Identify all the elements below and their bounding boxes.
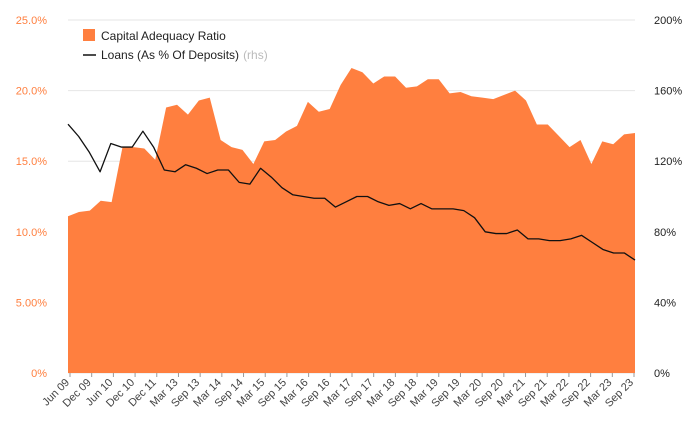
left-tick-label-0: 25.0%	[16, 15, 47, 27]
legend-label-loans-name: Loans (As % Of Deposits)	[101, 48, 239, 62]
loans-line-layer	[67, 123, 636, 261]
left-tick-label-4: 5.00%	[16, 297, 47, 309]
right-tick-label-4: 40%	[654, 297, 676, 309]
capital-adequacy-area	[68, 68, 635, 373]
left-tick-label-5: 0%	[31, 368, 47, 380]
legend-label-loans: Loans (As % Of Deposits) (rhs)	[101, 48, 268, 62]
legend-label-capital-adequacy: Capital Adequacy Ratio	[101, 29, 226, 43]
left-tick-label-3: 10.0%	[16, 227, 47, 239]
legend-label-loans-note: (rhs)	[243, 48, 268, 62]
left-tick-label-1: 20.0%	[16, 86, 47, 98]
left-tick-label-2: 15.0%	[16, 156, 47, 168]
legend: Capital Adequacy Ratio Loans (As % Of De…	[83, 29, 268, 62]
right-tick-label-1: 160%	[654, 86, 682, 98]
right-y-axis: 200% 160% 120% 80% 40% 0%	[654, 15, 682, 380]
capital-adequacy-area-layer	[68, 68, 635, 373]
right-tick-label-3: 80%	[654, 227, 676, 239]
right-tick-label-5: 0%	[654, 368, 670, 380]
legend-swatch-capital-adequacy	[83, 29, 95, 41]
left-y-axis: 25.0% 20.0% 15.0% 10.0% 5.00% 0%	[16, 15, 47, 380]
right-tick-label-0: 200%	[654, 15, 682, 27]
loans-line	[67, 123, 636, 261]
right-tick-label-2: 120%	[654, 156, 682, 168]
